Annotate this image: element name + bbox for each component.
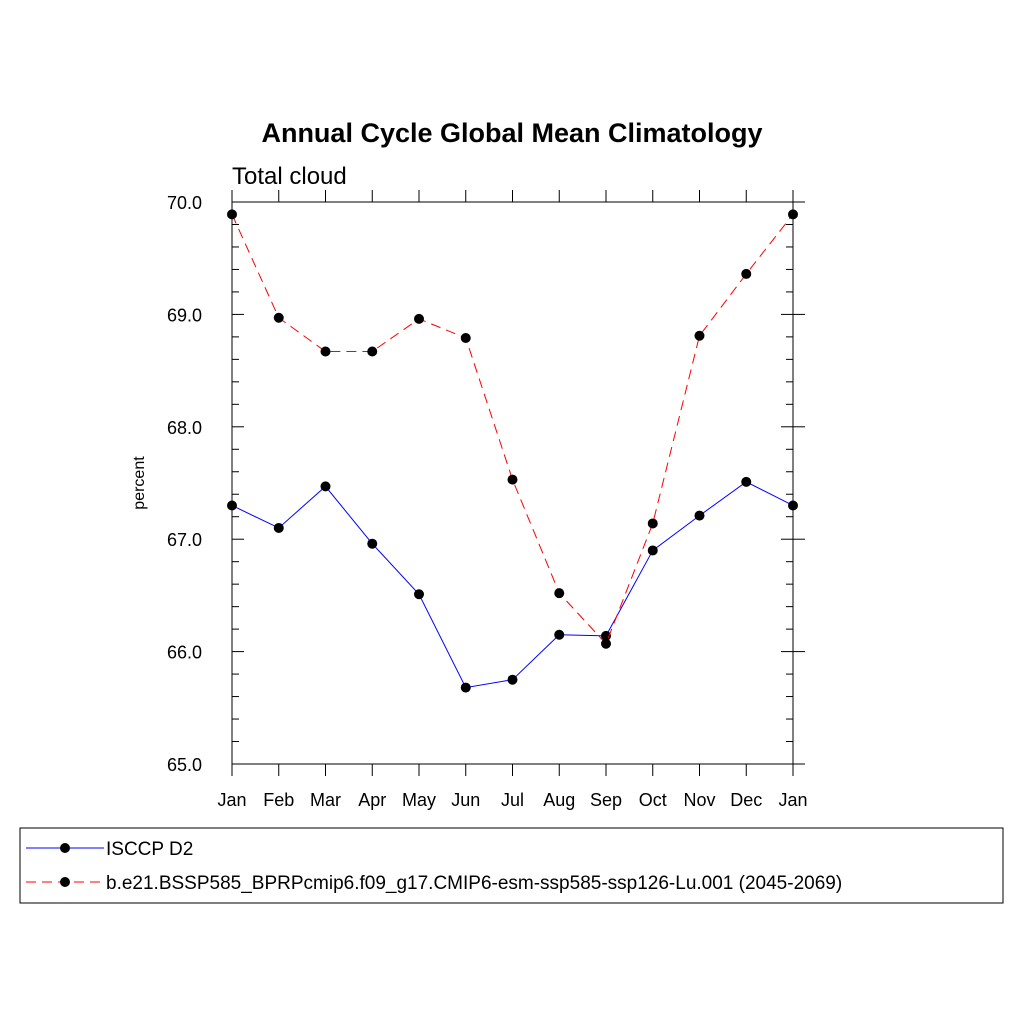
series-1-point	[414, 313, 424, 324]
legend-box	[19, 827, 1004, 904]
series-0-point	[741, 476, 752, 487]
x-tick-label: Aug	[543, 790, 575, 810]
y-axis-label: percent	[131, 456, 148, 510]
x-tick-label: Dec	[730, 790, 762, 810]
legend-label-cesm-run: b.e21.BSSP585_BPRPcmip6.f09_g17.CMIP6-es…	[106, 873, 842, 894]
series-1-point	[694, 330, 705, 341]
series-1-point	[273, 312, 284, 323]
series-line-1	[231, 214, 794, 645]
chart-title: Annual Cycle Global Mean Climatology	[261, 118, 762, 148]
series-1-point	[227, 209, 237, 220]
series-1-point	[601, 638, 611, 649]
x-tick-label: Apr	[358, 790, 386, 810]
y-tick-label: 69.0	[167, 305, 202, 325]
series-layer	[227, 209, 798, 693]
legend-marker-cesm-run	[60, 877, 70, 887]
x-tick-label: May	[402, 790, 436, 810]
y-tick-label: 67.0	[167, 530, 202, 550]
x-tick-label: Jun	[451, 790, 480, 810]
series-line-0	[231, 481, 794, 689]
x-tick-label: Nov	[683, 790, 715, 810]
series-0-point	[414, 589, 424, 600]
series-1-point	[741, 268, 752, 279]
series-0-point	[554, 629, 565, 640]
x-tick-label: Jul	[501, 790, 524, 810]
series-0-point	[320, 481, 331, 492]
y-tick-label: 70.0	[167, 193, 202, 213]
series-1-point	[320, 346, 331, 357]
chart-subtitle: Total cloud	[232, 163, 347, 190]
series-1-point	[647, 518, 658, 529]
x-tick-label: Feb	[263, 790, 294, 810]
y-axis-tick-labels: 65.0 66.0 67.0 68.0 69.0 70.0	[167, 193, 202, 775]
series-0-point	[507, 674, 518, 685]
x-axis-tick-labels: Jan Feb Mar Apr May Jun Jul Aug Sep Oct Nov Dec Jan	[217, 790, 807, 810]
legend-marker-isccp-d2	[60, 843, 70, 853]
y-tick-label: 68.0	[167, 418, 202, 438]
y-tick-label: 65.0	[167, 755, 202, 775]
series-0-point	[694, 510, 705, 521]
series-1-point	[460, 333, 471, 344]
x-tick-label: Jan	[778, 790, 807, 810]
series-0-point	[460, 682, 471, 693]
y-axis-ticks	[232, 201, 805, 765]
legend: ISCCP D2 b.e21.BSSP585_BPRPcmip6.f09_g17…	[19, 827, 1004, 904]
x-axis-ticks	[231, 190, 794, 776]
series-0-point	[788, 500, 798, 511]
x-tick-label: Mar	[310, 790, 341, 810]
legend-label-isccp-d2: ISCCP D2	[106, 839, 193, 860]
series-1-point	[788, 209, 798, 220]
x-tick-label: Oct	[639, 790, 667, 810]
x-tick-label: Jan	[217, 790, 246, 810]
series-1-point	[554, 588, 565, 599]
y-tick-label: 66.0	[167, 643, 202, 663]
series-0-point	[647, 545, 658, 556]
series-1-point	[507, 474, 518, 485]
series-0-point	[367, 538, 378, 549]
series-1-point	[367, 346, 378, 357]
series-0-point	[227, 500, 237, 511]
series-0-point	[273, 522, 284, 533]
x-tick-label: Sep	[590, 790, 622, 810]
